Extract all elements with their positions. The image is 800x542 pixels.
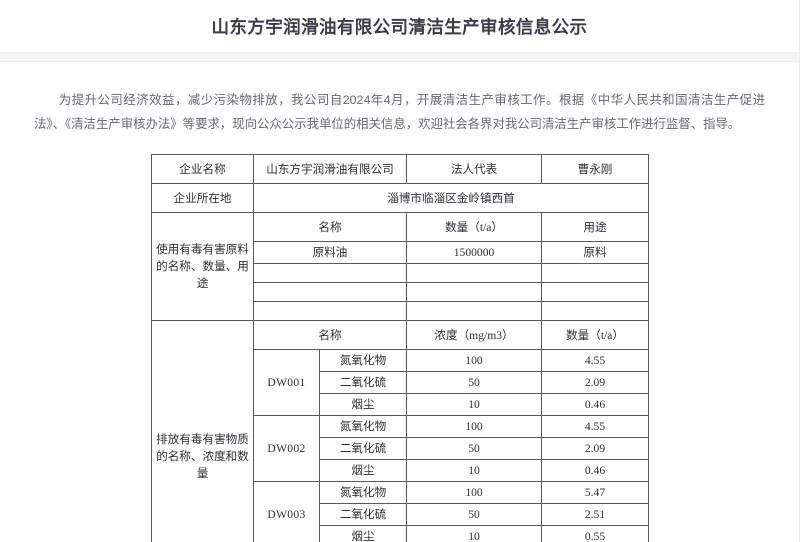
pollutant-name: 烟尘 xyxy=(318,393,408,417)
document-header: 山东方宇润滑油有限公司清洁生产审核信息公示 xyxy=(0,0,799,52)
pollutant-amount: 4.55 xyxy=(541,415,650,439)
pollutant-amount: 0.55 xyxy=(541,525,650,542)
table-row-emissions-header: 排放有毒有害物质的名称、浓度和数量 名称 浓度（mg/m3） 数量（t/a） xyxy=(151,320,650,542)
pollutant-concentration: 50 xyxy=(406,503,543,527)
pollutant-name: 烟尘 xyxy=(318,459,408,483)
material-amount xyxy=(406,301,543,322)
pollutant-name: 二氧化硫 xyxy=(318,437,408,461)
pollutant-concentration: 100 xyxy=(406,481,543,505)
material-name xyxy=(252,263,408,284)
pollutant-concentration: 10 xyxy=(406,525,543,542)
materials-header-use: 用途 xyxy=(541,212,650,243)
pollutant-amount: 2.51 xyxy=(541,503,650,527)
table-row: 二氧化硫 50 2.09 xyxy=(152,371,650,395)
header-divider xyxy=(0,52,799,62)
emissions-header-concentration: 浓度（mg/m3） xyxy=(406,320,543,351)
emissions-header-name: 名称 xyxy=(252,320,408,351)
material-name: 原料油 xyxy=(252,241,408,265)
pollutant-concentration: 50 xyxy=(406,371,543,395)
legal-rep-value: 曹永刚 xyxy=(541,154,650,185)
pollutant-concentration: 100 xyxy=(406,415,543,439)
materials-header-name: 名称 xyxy=(252,212,408,243)
pollutant-name: 二氧化硫 xyxy=(318,371,408,395)
material-name xyxy=(252,282,408,303)
pollutant-name: 氮氧化物 xyxy=(318,481,408,505)
pollutant-amount: 0.46 xyxy=(541,459,650,483)
publicity-table-container: 企业名称 山东方宇润滑油有限公司 法人代表 曹永刚 企业所在地 淄博市临淄区金岭… xyxy=(0,154,799,542)
table-row xyxy=(152,301,650,322)
table-row: 二氧化硫 50 2.09 xyxy=(152,437,650,461)
outlet-code: DW002 xyxy=(253,415,320,483)
material-use xyxy=(541,282,650,303)
publicity-table: 企业名称 山东方宇润滑油有限公司 法人代表 曹永刚 企业所在地 淄博市临淄区金岭… xyxy=(151,154,650,542)
table-row-materials-header: 使用有毒有害原料的名称、数量、用途 名称 数量（t/a） 用途 xyxy=(151,212,650,322)
outlet-code: DW003 xyxy=(253,481,320,542)
intro-paragraph: 为提升公司经济效益，减少污染物排放，我公司自2024年4月，开展清洁生产审核工作… xyxy=(34,93,765,132)
table-row: DW003 氮氧化物 100 5.47 xyxy=(152,481,650,542)
pollutant-amount: 2.09 xyxy=(541,437,650,461)
emissions-section-label: 排放有毒有害物质的名称、浓度和数量 xyxy=(151,320,254,542)
pollutant-amount: 4.55 xyxy=(541,349,650,373)
material-name xyxy=(252,301,408,322)
table-row: 烟尘 10 0.55 xyxy=(152,525,650,542)
pollutant-amount: 2.09 xyxy=(541,371,650,395)
table-body: 企业名称 山东方宇润滑油有限公司 法人代表 曹永刚 企业所在地 淄博市临淄区金岭… xyxy=(151,154,650,542)
material-use xyxy=(541,301,650,322)
pollutant-amount: 5.47 xyxy=(541,481,650,505)
pollutant-name: 氮氧化物 xyxy=(318,415,408,439)
pollutant-amount: 0.46 xyxy=(541,393,650,417)
page-title: 山东方宇润滑油有限公司清洁生产审核信息公示 xyxy=(211,16,588,37)
table-row: 原料油 1500000 原料 xyxy=(152,241,650,265)
table-row-location: 企业所在地 淄博市临淄区金岭镇西首 xyxy=(151,183,650,214)
outlet-code: DW001 xyxy=(253,349,320,417)
pollutant-concentration: 10 xyxy=(406,459,543,483)
table-row: 烟尘 10 0.46 xyxy=(152,393,650,417)
materials-section-label: 使用有毒有害原料的名称、数量、用途 xyxy=(151,212,254,322)
table-row: 二氧化硫 50 2.51 xyxy=(152,503,650,527)
table-row-enterprise: 企业名称 山东方宇润滑油有限公司 法人代表 曹永刚 xyxy=(151,154,650,185)
pollutant-concentration: 100 xyxy=(406,349,543,373)
material-amount xyxy=(406,263,543,284)
enterprise-name-value: 山东方宇润滑油有限公司 xyxy=(252,154,408,185)
pollutant-name: 烟尘 xyxy=(318,525,408,542)
legal-rep-label: 法人代表 xyxy=(406,154,543,185)
table-row: DW001 氮氧化物 100 4.55 xyxy=(152,349,650,417)
materials-header-amount: 数量（t/a） xyxy=(406,212,543,243)
location-value: 淄博市临淄区金岭镇西首 xyxy=(252,183,650,214)
pollutant-name: 二氧化硫 xyxy=(318,503,408,527)
emissions-header-amount: 数量（t/a） xyxy=(541,320,650,351)
pollutant-name: 氮氧化物 xyxy=(318,349,408,373)
location-label: 企业所在地 xyxy=(151,183,254,214)
material-amount xyxy=(406,282,543,303)
table-row: 烟尘 10 0.46 xyxy=(152,459,650,483)
material-amount: 1500000 xyxy=(406,241,543,265)
material-use: 原料 xyxy=(541,241,650,265)
enterprise-name-label: 企业名称 xyxy=(151,154,254,185)
pollutant-concentration: 50 xyxy=(406,437,543,461)
material-use xyxy=(541,263,650,284)
pollutant-concentration: 10 xyxy=(406,393,543,417)
